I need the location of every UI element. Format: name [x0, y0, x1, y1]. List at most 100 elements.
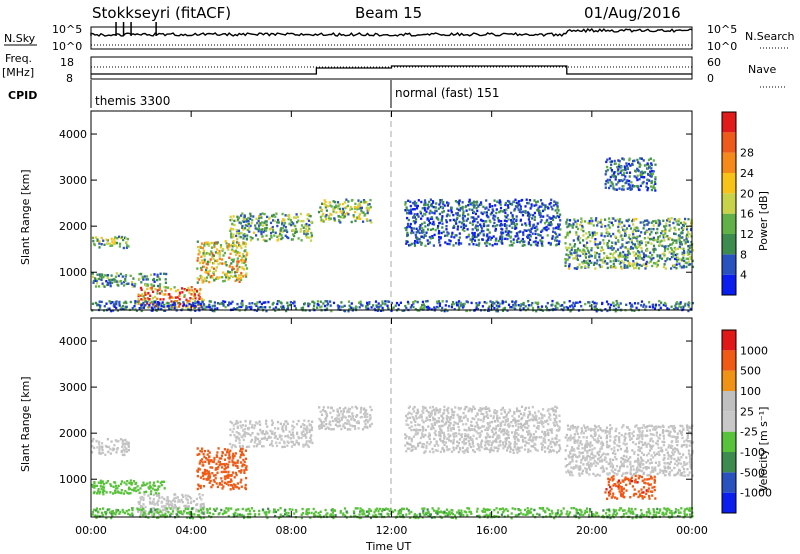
echo-cell [614, 241, 617, 244]
echo-cell [223, 458, 227, 461]
echo-cell [508, 440, 511, 444]
echo-cell [687, 303, 690, 306]
echo-cell [324, 206, 327, 209]
echo-cell [586, 425, 589, 429]
echo-cell [225, 264, 228, 267]
echo-cell [437, 224, 440, 228]
echo-cell [682, 253, 685, 256]
echo-cell [623, 224, 626, 227]
echo-cell [365, 201, 368, 204]
echo-cell [201, 461, 204, 464]
echo-cell [501, 228, 504, 231]
echo-cell [140, 288, 143, 291]
echo-cell [566, 439, 569, 442]
echo-cell [646, 249, 649, 252]
echo-cell [474, 415, 478, 418]
echo-cell [507, 422, 510, 425]
echo-cell [300, 433, 304, 436]
echo-cell [151, 502, 154, 505]
echo-cell [566, 225, 569, 229]
echo-cell [538, 211, 541, 214]
echo-cell [244, 434, 247, 438]
echo-cell [672, 221, 675, 225]
echo-cell [465, 405, 468, 409]
echo-cell [568, 471, 571, 474]
echo-cell [220, 457, 223, 460]
echo-cell [576, 266, 579, 269]
echo-cell [452, 438, 455, 441]
echo-cell [125, 305, 128, 309]
echo-cell [509, 447, 512, 450]
echo-cell [664, 230, 667, 233]
echo-cell [505, 216, 508, 219]
echo-cell [645, 262, 648, 265]
echo-cell [378, 305, 381, 308]
echo-cell [406, 417, 409, 420]
echo-cell [475, 203, 478, 206]
echo-cell [602, 258, 605, 261]
echo-cell [575, 225, 578, 228]
echo-cell [188, 302, 191, 306]
echo-cell [350, 302, 353, 305]
echo-cell [208, 260, 212, 264]
echo-cell [202, 249, 206, 253]
date-title: 01/Aug/2016 [584, 4, 681, 22]
echo-cell [681, 228, 684, 232]
echo-cell [523, 243, 526, 247]
echo-cell [404, 304, 407, 308]
echo-cell [326, 426, 329, 429]
echo-cell [232, 307, 235, 310]
echo-cell [627, 251, 630, 254]
echo-cell [636, 254, 639, 258]
echo-cell [476, 447, 479, 451]
echo-cell [528, 220, 531, 224]
echo-cell [220, 301, 223, 305]
echo-cell [324, 300, 327, 303]
echo-cell [220, 477, 223, 480]
echo-cell [476, 432, 479, 435]
echo-cell [604, 183, 607, 186]
echo-cell [588, 468, 592, 471]
echo-cell [94, 285, 98, 288]
echo-cell [186, 301, 189, 304]
echo-cell [265, 226, 268, 230]
echo-cell [414, 424, 417, 427]
echo-cell [123, 453, 126, 457]
echo-cell [231, 222, 234, 226]
echo-cell [626, 266, 629, 269]
echo-cell [349, 415, 352, 418]
echo-cell [135, 481, 138, 485]
echo-cell [350, 220, 353, 224]
echo-cell [281, 223, 284, 226]
echo-cell [251, 426, 254, 429]
echo-cell [658, 244, 661, 247]
echo-cell [196, 474, 199, 478]
echo-cell [603, 242, 606, 245]
echo-cell [377, 302, 380, 305]
echo-cell [521, 223, 524, 226]
echo-cell [101, 448, 104, 452]
echo-cell [549, 418, 552, 421]
echo-cell [287, 441, 290, 444]
echo-cell [447, 426, 450, 430]
echo-cell [527, 433, 530, 436]
echo-cell [415, 417, 418, 420]
echo-cell [190, 286, 193, 289]
echo-cell [260, 302, 263, 306]
echo-cell [663, 255, 666, 258]
echo-cell [485, 211, 488, 214]
echo-cell [164, 306, 167, 309]
echo-cell [152, 290, 155, 294]
echo-cell [663, 249, 666, 252]
echo-cell [356, 414, 359, 417]
echo-cell [453, 226, 456, 229]
echo-cell [604, 186, 607, 189]
echo-cell [308, 227, 311, 231]
echo-cell [443, 408, 446, 412]
echo-cell [585, 436, 588, 439]
echo-cell [450, 206, 453, 210]
echo-cell [575, 267, 578, 270]
echo-cell [555, 429, 558, 432]
echo-cell [534, 301, 537, 304]
echo-cell [151, 297, 154, 300]
